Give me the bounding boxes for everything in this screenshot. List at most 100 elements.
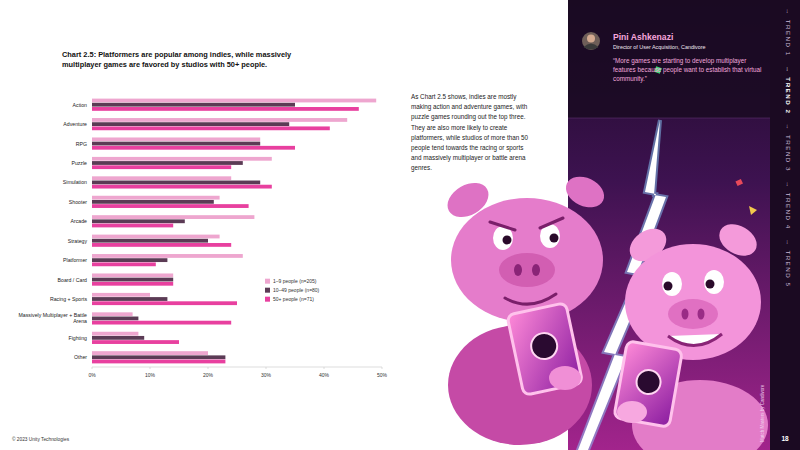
x-tick-label: 30% [261, 372, 272, 378]
legend-swatch [265, 279, 270, 284]
bar [92, 157, 272, 161]
side-panel [568, 0, 770, 450]
nav-arrow: → [785, 239, 792, 247]
pig-nostril [532, 264, 540, 276]
nav-strip [770, 0, 800, 450]
bar [92, 204, 249, 208]
bar [92, 278, 173, 282]
bar [92, 360, 225, 364]
image-credit: Match Masters by Candivore [760, 384, 765, 442]
bar [92, 107, 359, 111]
pig-nostril [682, 309, 689, 320]
bar [92, 196, 220, 200]
x-axis-line [92, 367, 382, 368]
pig-hand [617, 401, 647, 423]
bar [92, 99, 376, 103]
bars [92, 99, 376, 364]
bar [92, 332, 138, 336]
legend-label: 10–49 people (n=80) [273, 287, 320, 293]
category-label: Racing + Sports [50, 296, 87, 302]
x-tick-label: 0% [88, 372, 96, 378]
category-label: Strategy [68, 238, 88, 244]
nav-arrow: → [785, 181, 792, 189]
x-tick [382, 367, 383, 369]
bar [92, 146, 295, 150]
x-tick [208, 367, 209, 369]
bar [92, 321, 231, 325]
bar [92, 312, 133, 316]
card [507, 303, 583, 396]
x-tick-label: 10% [145, 372, 156, 378]
confetti [749, 206, 757, 215]
legend: 1–9 people (n=205)10–49 people (n=80)50+… [265, 278, 320, 302]
page-number: 18 [781, 435, 789, 442]
card [614, 341, 683, 428]
pig-mouth [505, 294, 556, 304]
category-label-line: Arena [73, 318, 87, 324]
quote-text: “More games are starting to develop mult… [613, 56, 763, 83]
category-label: Arcade [71, 218, 88, 224]
category-label: Other [74, 354, 87, 360]
bar [92, 118, 347, 122]
bar [92, 200, 214, 204]
category-label: Board / Card [58, 277, 88, 283]
nav-item: TREND 3 [785, 135, 792, 172]
confetti [735, 179, 743, 186]
bar [92, 297, 167, 301]
quote-divider [568, 118, 770, 119]
x-tick [150, 367, 151, 369]
legend-label: 50+ people (n=71) [273, 296, 314, 302]
x-tick-label: 40% [319, 372, 330, 378]
quote-panel [568, 0, 770, 118]
avatar-head [587, 35, 595, 43]
bar [92, 185, 272, 189]
bar [92, 224, 173, 228]
category-label: RPG [76, 141, 87, 147]
bar [92, 142, 260, 146]
bar [92, 122, 289, 126]
bar [92, 262, 156, 266]
legend-swatch [265, 288, 270, 293]
pig-pupil [550, 234, 559, 243]
avatar [582, 32, 600, 50]
bar [92, 258, 167, 262]
bar [92, 176, 231, 180]
body-text: As Chart 2.5 shows, indies are mostly ma… [411, 92, 531, 174]
pig-hand [549, 366, 581, 390]
card-logo [635, 368, 663, 396]
x-tick [266, 367, 267, 369]
category-label: Fighting [69, 335, 88, 341]
bar [92, 215, 254, 219]
chart-title: Chart 2.5: Platformers are popular among… [62, 50, 318, 69]
category-label: Shooter [69, 199, 87, 205]
bar [92, 351, 208, 355]
pig-ear [561, 171, 609, 213]
x-tick-label: 50% [377, 372, 388, 378]
nav-item: TREND 2 [785, 77, 792, 114]
bar [92, 293, 150, 297]
pig-right [614, 218, 768, 450]
category-label: Simulation [63, 179, 87, 185]
category-label: Adventure [63, 121, 87, 127]
bar [92, 336, 144, 340]
pig-snout [499, 253, 555, 287]
bar [92, 317, 138, 321]
card-logo [529, 331, 560, 362]
card-face [507, 303, 583, 396]
nav-arrow: → [785, 8, 792, 16]
nav: →TREND 1→TREND 2→TREND 3→TREND 4→TREND 5 [785, 8, 792, 287]
quote-name: Pini Ashkenazi [613, 32, 673, 42]
pig-brow [490, 218, 563, 230]
bar [92, 235, 220, 239]
pig-left [441, 171, 609, 445]
bar [92, 181, 260, 185]
bar [92, 165, 231, 169]
card-face [614, 341, 683, 428]
pig-eye [704, 270, 724, 294]
bar [92, 301, 237, 305]
x-tick [324, 367, 325, 369]
bar [92, 340, 179, 344]
bar [92, 273, 173, 277]
nav-item: TREND 1 [785, 20, 792, 57]
pig-nostril [698, 309, 705, 320]
